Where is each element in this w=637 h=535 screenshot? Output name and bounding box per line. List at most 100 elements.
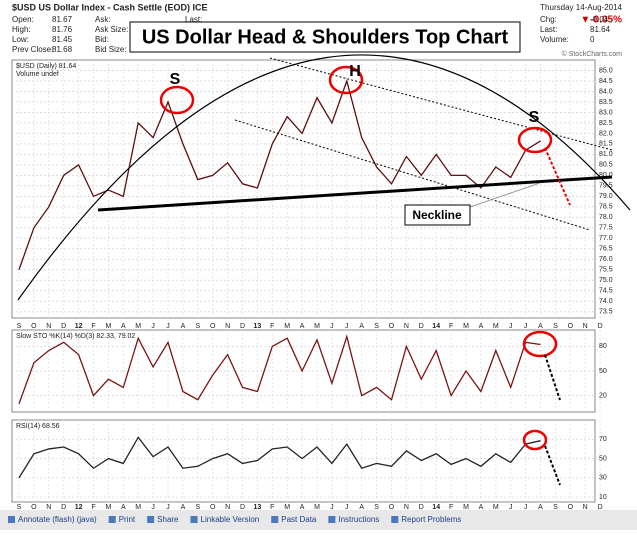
x-tick-label: D bbox=[61, 323, 66, 330]
x-tick-label: D bbox=[598, 504, 603, 511]
arrow bbox=[544, 147, 571, 206]
x-tick-label: 12 bbox=[75, 323, 83, 330]
x-tick-label: 14 bbox=[432, 504, 440, 511]
x-tick-label: J bbox=[151, 504, 155, 511]
toolbar-button[interactable]: Report Problems bbox=[401, 515, 461, 524]
panel bbox=[11, 329, 596, 413]
x-tick-label: D bbox=[419, 504, 424, 511]
x-tick-label: J bbox=[330, 504, 334, 511]
toolbar-icon bbox=[147, 516, 155, 523]
x-tick-label: J bbox=[166, 323, 170, 330]
x-tick-label: A bbox=[121, 504, 126, 511]
y-tick-label: 73.5 bbox=[599, 309, 613, 316]
circle bbox=[328, 65, 364, 95]
x-tick-label: O bbox=[568, 504, 574, 511]
panel-label: Slow STO %K(14) %D(3) 82.33, 79.02 bbox=[16, 333, 135, 340]
series-line bbox=[18, 436, 541, 479]
x-tick-label: M bbox=[284, 323, 290, 330]
neckline-line bbox=[97, 175, 613, 212]
x-tick-label: N bbox=[583, 323, 588, 330]
field-label: Last: bbox=[185, 15, 202, 24]
head-label: H bbox=[349, 63, 361, 80]
y-tick-label: 75.0 bbox=[599, 277, 613, 284]
pointer bbox=[469, 182, 541, 208]
y-tick-label: 75.5 bbox=[599, 267, 613, 274]
field-label: Bid Size: bbox=[95, 45, 127, 54]
panel-sublabel: Volume undef bbox=[16, 71, 59, 78]
neckline-label: Neckline bbox=[412, 208, 462, 222]
x-tick-label: M bbox=[135, 504, 141, 511]
x-tick-label: A bbox=[359, 323, 364, 330]
x-tick-label: S bbox=[374, 323, 379, 330]
y-tick-label: 50 bbox=[599, 368, 607, 375]
x-tick-label: 12 bbox=[75, 504, 83, 511]
toolbar-button[interactable]: Share bbox=[157, 515, 179, 524]
y-tick-label: 80.0 bbox=[599, 172, 613, 179]
x-tick-label: A bbox=[181, 504, 186, 511]
series-line bbox=[18, 334, 541, 405]
toolbar-icon bbox=[108, 516, 116, 523]
x-tick-label: D bbox=[61, 504, 66, 511]
x-tick-label: A bbox=[538, 323, 543, 330]
x-tick-label: F bbox=[449, 504, 453, 511]
x-tick-label: J bbox=[151, 323, 155, 330]
y-tick-label: 83.0 bbox=[599, 109, 613, 116]
x-tick-label: 13 bbox=[254, 504, 262, 511]
toolbar-button[interactable]: Past Data bbox=[281, 515, 317, 524]
toolbar-button[interactable]: Linkable Version bbox=[201, 515, 260, 524]
x-tick-label: J bbox=[330, 323, 334, 330]
x-tick-label: S bbox=[17, 504, 22, 511]
toolbar-button[interactable]: Print bbox=[119, 515, 136, 524]
title-box bbox=[129, 21, 521, 53]
x-tick-label: N bbox=[46, 323, 51, 330]
toolbar bbox=[0, 510, 637, 530]
panel-label: $USD (Daily) 81.64 bbox=[16, 63, 76, 70]
x-tick-label: O bbox=[210, 323, 216, 330]
arc bbox=[17, 54, 631, 301]
y-tick-label: 84.5 bbox=[599, 78, 613, 85]
x-tick-label: A bbox=[359, 504, 364, 511]
shoulder-label: S bbox=[529, 109, 540, 126]
annotations bbox=[17, 54, 631, 486]
y-tick-label: 50 bbox=[599, 455, 607, 462]
y-tick-label: 82.5 bbox=[599, 120, 613, 127]
x-tick-label: F bbox=[270, 504, 274, 511]
x-tick-label: N bbox=[583, 504, 588, 511]
x-tick-label: A bbox=[121, 323, 126, 330]
date: Thursday 14-Aug-2014 bbox=[540, 3, 622, 12]
change-pct: ▼-0.05% bbox=[580, 15, 622, 26]
y-tick-label: 76.0 bbox=[599, 256, 613, 263]
x-tick-label: S bbox=[553, 504, 558, 511]
x-tick-label: O bbox=[31, 504, 37, 511]
field-label: Open: bbox=[12, 15, 34, 24]
field-label: Low: bbox=[12, 35, 29, 44]
circle bbox=[522, 429, 548, 451]
x-tick-label: O bbox=[568, 323, 574, 330]
y-tick-label: 83.5 bbox=[599, 99, 613, 106]
x-tick-label: A bbox=[300, 504, 305, 511]
field-value: 81.67 bbox=[52, 15, 73, 24]
x-tick-label: S bbox=[195, 323, 200, 330]
toolbar-icon bbox=[271, 516, 279, 523]
field-value: -0.04 bbox=[590, 15, 609, 24]
field-label: High: bbox=[12, 25, 31, 34]
x-tick-label: D bbox=[598, 323, 603, 330]
x-tick-label: J bbox=[524, 323, 528, 330]
y-tick-label: 84.0 bbox=[599, 88, 613, 95]
x-tick-label: M bbox=[105, 504, 111, 511]
x-tick-label: M bbox=[463, 504, 469, 511]
toolbar-button[interactable]: Annotate (flash) (java) bbox=[18, 515, 97, 524]
y-tick-label: 79.5 bbox=[599, 183, 613, 190]
x-tick-label: M bbox=[135, 323, 141, 330]
toolbar-icon bbox=[391, 516, 399, 523]
field-value: 81.64 bbox=[590, 25, 611, 34]
x-tick-label: N bbox=[404, 323, 409, 330]
y-tick-label: 77.5 bbox=[599, 225, 613, 232]
toolbar-icon bbox=[8, 516, 15, 523]
x-tick-label: M bbox=[284, 504, 290, 511]
x-tick-label: S bbox=[553, 323, 558, 330]
field-label: Chg: bbox=[540, 15, 557, 24]
x-tick-label: N bbox=[225, 504, 230, 511]
x-tick-label: A bbox=[479, 323, 484, 330]
toolbar-button[interactable]: Instructions bbox=[338, 515, 379, 524]
